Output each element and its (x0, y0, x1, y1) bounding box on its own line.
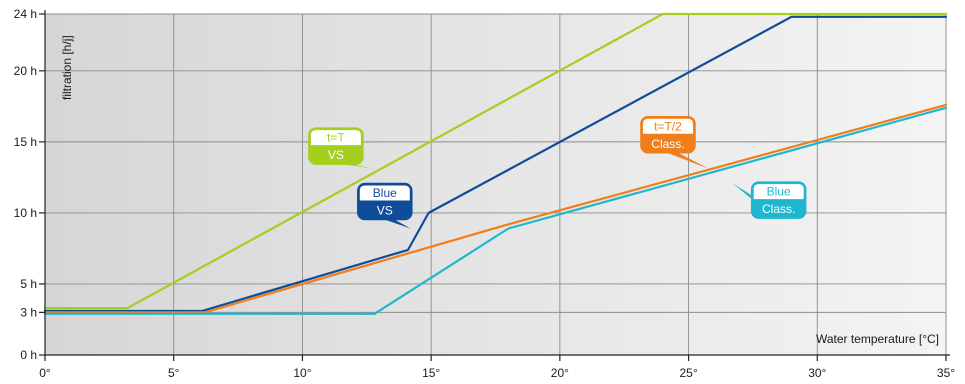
y-tick-label: 0 h (20, 348, 37, 362)
x-tick-label: 10° (293, 366, 311, 380)
callout-top (642, 118, 693, 134)
axes (44, 10, 950, 356)
y-tick-label: 10 h (14, 206, 37, 220)
x-tick-label: 35° (937, 366, 955, 380)
x-axis-title: Water temperature [°C] (816, 332, 939, 346)
series-line-blue-class (43, 106, 948, 315)
callout-top (310, 130, 361, 146)
y-tick-label: 20 h (14, 64, 37, 78)
callout-line2: VS (377, 204, 393, 218)
series-layer (43, 12, 948, 315)
callout-pointer (661, 150, 710, 169)
x-tick-label: 5° (168, 366, 180, 380)
x-tick-label: 30° (808, 366, 826, 380)
y-tick-label: 3 h (20, 305, 37, 319)
callout-line2: Class. (651, 137, 684, 151)
x-tick-label: 25° (679, 366, 697, 380)
y-axis-title: filtration [h/j] (60, 35, 74, 100)
series-line-tt-vs (43, 12, 948, 310)
callout-line2: Class. (762, 202, 795, 216)
callout-line1: t=T (327, 131, 345, 145)
callout-line1: Blue (767, 185, 791, 199)
y-tick-label: 24 h (14, 7, 37, 21)
callout-top (753, 184, 804, 200)
callout-blue-class: Blue Class. (732, 181, 807, 219)
x-tick-label: 15° (422, 366, 440, 380)
x-tick-label: 20° (551, 366, 569, 380)
callout-top (359, 185, 410, 201)
callout-line1: Blue (373, 186, 397, 200)
callout-line1: t=T/2 (654, 119, 682, 133)
series-line-tt2-class (43, 103, 948, 314)
callout-labels: t=T VS Blue VS t=T/2 Class. Blue Class. (308, 116, 807, 229)
y-tick-label: 15 h (14, 135, 37, 149)
callout-blue-vs: Blue VS (357, 182, 413, 229)
callout-tt-vs: t=T VS (308, 127, 375, 169)
y-tick-label: 5 h (20, 277, 37, 291)
callout-line2: VS (328, 148, 344, 162)
tick-labels: 0 h 3 h 5 h 10 h 15 h 20 h 24 h 0° 5° 10° 15° 20° 25… (14, 7, 956, 380)
series-line-blue-vs (43, 15, 948, 313)
x-tick-label: 0° (39, 366, 51, 380)
callout-pointer (329, 162, 375, 169)
plot-background (45, 14, 947, 355)
callout-tt2-class: t=T/2 Class. (640, 116, 710, 169)
